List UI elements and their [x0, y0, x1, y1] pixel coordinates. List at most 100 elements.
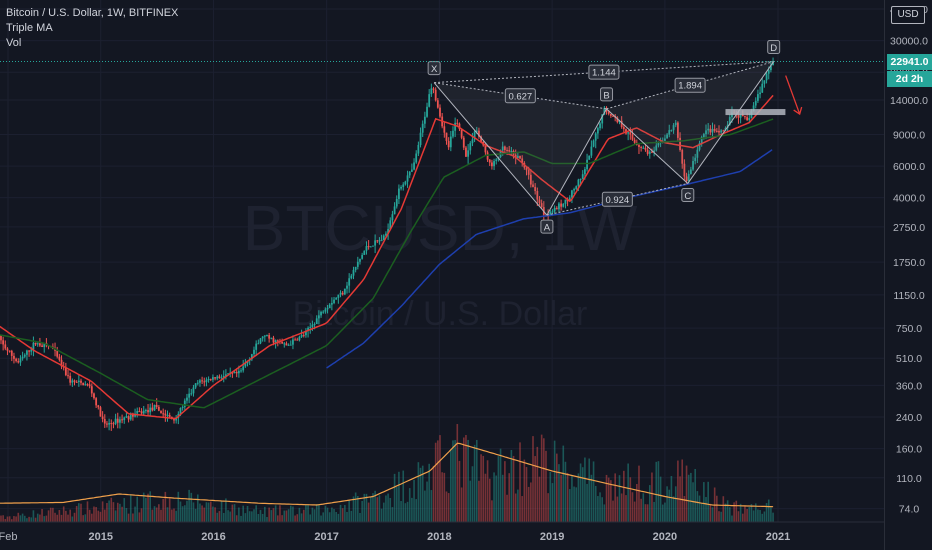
candle-body — [761, 83, 764, 93]
candle-body — [644, 147, 647, 150]
candle-body — [311, 324, 314, 327]
ratio-line-xd — [434, 61, 774, 84]
volume-bar — [540, 434, 543, 522]
volume-bar — [32, 510, 35, 522]
volume-bar — [648, 485, 651, 522]
candle-body — [4, 344, 7, 349]
candle-body — [670, 130, 673, 132]
volume-bar — [145, 497, 147, 522]
price-tick-label: 14000.0 — [890, 95, 928, 107]
candle-body — [292, 339, 294, 345]
candle-body — [510, 151, 513, 153]
volume-bar — [757, 509, 759, 522]
candle-body — [97, 405, 100, 408]
indicator-volume[interactable]: Vol — [6, 37, 22, 49]
time-axis[interactable]: Feb 2015 2016 2017 2018 2019 2020 2021 — [0, 521, 884, 543]
currency-button[interactable]: USD — [891, 6, 925, 24]
volume-bar — [205, 502, 208, 522]
volume-bar — [517, 489, 519, 522]
volume-bar — [460, 487, 463, 522]
volume-bar — [153, 506, 156, 522]
volume-bar — [488, 478, 491, 522]
candle-body — [596, 128, 599, 134]
volume-bar — [765, 503, 768, 522]
candle-body — [101, 416, 104, 420]
time-tick-label: 2015 — [89, 531, 113, 543]
volume-bar — [10, 519, 13, 522]
candle-body — [142, 410, 145, 414]
candle-body — [672, 125, 675, 131]
candle-body — [237, 370, 240, 374]
volume-bar — [101, 501, 104, 522]
candle-body — [752, 105, 755, 112]
volume-bar — [372, 493, 374, 522]
price-tick-label: 4000.0 — [893, 193, 925, 205]
candle-body — [456, 122, 459, 124]
volume-bar — [365, 493, 368, 522]
volume-bar — [456, 424, 459, 522]
candle-body — [15, 358, 18, 362]
candle-body — [744, 116, 746, 118]
symbol-title[interactable]: Bitcoin / U.S. Dollar, 1W, BITFINEX — [6, 7, 179, 19]
candle-body — [393, 206, 396, 215]
candle-body — [471, 139, 474, 144]
candle-body — [341, 292, 344, 295]
candle-body — [506, 149, 508, 151]
price-axis[interactable]: 45000.030000.020000.014000.09000.06000.0… — [890, 4, 928, 516]
candle-body — [82, 382, 85, 386]
volume-bar — [711, 507, 714, 522]
candle-body — [458, 123, 461, 129]
candle-body — [387, 229, 389, 234]
candle-body — [700, 137, 703, 144]
candle-body — [209, 379, 212, 381]
candle-body — [694, 157, 697, 162]
last-price-tag: 22941.0 — [887, 53, 932, 70]
volume-bar — [49, 507, 52, 522]
volume-bar — [298, 507, 301, 522]
volume-bar — [683, 496, 686, 522]
candle-body — [317, 315, 320, 319]
candle-body — [93, 393, 95, 399]
volume-bar — [212, 506, 214, 522]
watermark-name: Bitcoin / U.S. Dollar — [293, 295, 588, 333]
volume-bar — [201, 505, 203, 522]
volume-bar — [568, 489, 571, 522]
candle-body — [261, 336, 264, 339]
candle-body — [516, 155, 519, 159]
indicator-triple-ma[interactable]: Triple MA — [6, 22, 53, 34]
ratio-label: 1.144 — [592, 68, 616, 79]
volume-bar — [566, 472, 569, 522]
pattern-point-label: C — [684, 191, 691, 202]
candle-body — [434, 89, 437, 101]
candle-body — [436, 100, 439, 108]
volume-bar — [333, 508, 335, 522]
volume-bar — [467, 439, 469, 522]
candle-body — [676, 122, 679, 138]
candle-body — [138, 410, 141, 412]
volume-bar — [495, 475, 498, 522]
candle-body — [428, 94, 431, 107]
candle-body — [705, 130, 707, 135]
volume-bar — [88, 509, 91, 522]
candle-body — [181, 406, 184, 409]
candle-body — [590, 146, 593, 156]
candle-body — [125, 416, 128, 418]
price-tick-label: 6000.0 — [893, 161, 925, 173]
candle-body — [173, 419, 175, 421]
volume-bar — [586, 483, 588, 522]
candle-body — [631, 134, 634, 140]
volume-bar — [344, 505, 346, 522]
volume-bar — [538, 476, 541, 522]
volume-bar — [402, 470, 405, 522]
volume-bar — [255, 505, 257, 522]
candle-body — [447, 140, 450, 148]
candle-body — [765, 73, 768, 81]
volume-bar — [238, 507, 240, 522]
candle-body — [648, 151, 651, 154]
candle-body — [568, 197, 571, 202]
volume-bar — [264, 506, 266, 522]
candle-body — [356, 261, 359, 267]
volume-bar — [218, 511, 221, 522]
candle-body — [250, 354, 253, 360]
